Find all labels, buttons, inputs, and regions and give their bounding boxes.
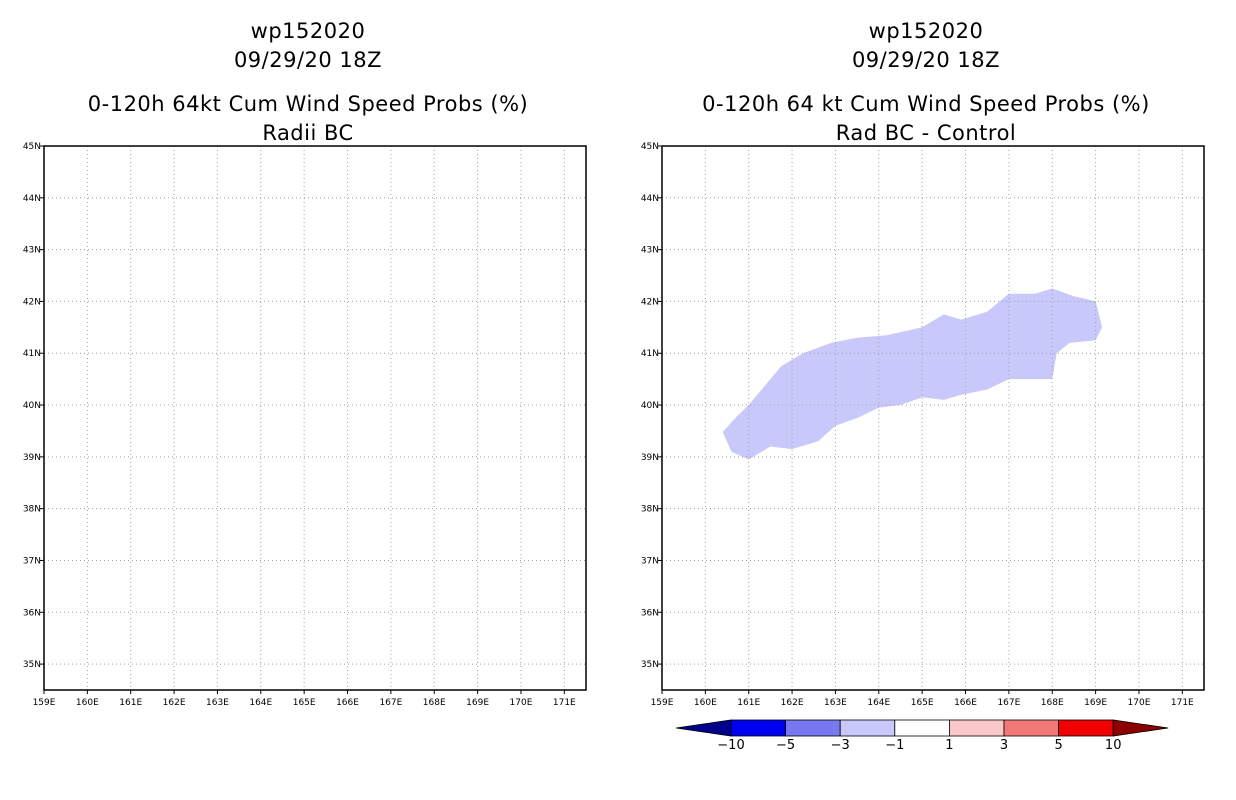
- right-product-title: 0-120h 64 kt Cum Wind Speed Probs (%): [702, 92, 1150, 116]
- plot-frame: [43, 145, 587, 691]
- colorbar-arrow-right: [1112, 719, 1169, 737]
- colorbar-segment: [1058, 719, 1114, 737]
- colorbar-label: 3: [1000, 738, 1008, 753]
- y-tick-label: 40N: [641, 401, 659, 411]
- colorbar-label: 5: [1054, 738, 1062, 753]
- y-tick-label: 42N: [641, 297, 659, 307]
- right-map-panel: 159E 160E 161E 162E 163E 164E 165E 166E 167E 168E…: [641, 142, 1205, 708]
- y-tick-label: 36N: [641, 608, 659, 618]
- right-datetime: 09/29/20 18Z: [851, 48, 1001, 72]
- y-tick-label: 41N: [23, 349, 41, 359]
- x-tick-label: 161E: [737, 698, 760, 708]
- colorbar-segment: [839, 719, 896, 737]
- colorbar-label: −3: [831, 738, 850, 753]
- y-tick-label: 38N: [641, 505, 659, 515]
- colorbar-segment: [785, 719, 841, 737]
- x-tick-label: 167E: [379, 698, 402, 708]
- y-tick-label: 36N: [23, 608, 41, 618]
- x-tick-label: 171E: [1171, 698, 1194, 708]
- x-tick-label: 159E: [651, 698, 674, 708]
- colorbar-segment: [949, 719, 1005, 737]
- y-tick-label: 40N: [23, 401, 41, 411]
- left-product-title: 0-120h 64kt Cum Wind Speed Probs (%): [87, 92, 529, 116]
- x-tick-label: 167E: [997, 698, 1020, 708]
- colorbar-label: 1: [945, 738, 953, 753]
- x-tick-label: 162E: [163, 698, 186, 708]
- colorbar-segment: [730, 719, 786, 737]
- right-subtitle: Rad BC - Control: [835, 121, 1017, 145]
- colorbar-label: 10: [1105, 738, 1122, 753]
- colorbar-label: −10: [717, 738, 744, 753]
- colorbar-segment: [1003, 719, 1059, 737]
- colorbar: −10 −5 −3 −1 1 3 5 10: [675, 719, 1169, 753]
- y-tick-label: 45N: [23, 142, 41, 152]
- x-tick-label: 166E: [336, 698, 359, 708]
- x-tick-label: 160E: [694, 698, 717, 708]
- left-storm-id: wp152020: [250, 19, 366, 43]
- x-tick-label: 160E: [76, 698, 99, 708]
- x-tick-label: 165E: [293, 698, 316, 708]
- x-tick-label: 168E: [423, 698, 446, 708]
- y-tick-label: 37N: [23, 556, 41, 566]
- y-tick-label: 44N: [641, 194, 659, 204]
- y-tick-label: 42N: [23, 297, 41, 307]
- x-tick-label: 169E: [466, 698, 489, 708]
- left-panel-title-block: wp152020 09/29/20 18Z 0-120h 64kt Cum Wi…: [20, 17, 596, 148]
- right-panel-title-block: wp152020 09/29/20 18Z 0-120h 64 kt Cum W…: [638, 17, 1214, 148]
- x-tick-label: 164E: [867, 698, 890, 708]
- x-tick-label: 170E: [1128, 698, 1151, 708]
- y-tick-label: 45N: [641, 142, 659, 152]
- x-tick-label: 171E: [553, 698, 576, 708]
- right-storm-id: wp152020: [868, 19, 984, 43]
- x-tick-label: 166E: [954, 698, 977, 708]
- x-tick-label: 163E: [206, 698, 229, 708]
- y-tick-label: 35N: [641, 660, 659, 670]
- x-tick-label: 159E: [33, 698, 56, 708]
- x-tick-label: 162E: [781, 698, 804, 708]
- probability-region-0: [722, 288, 1103, 460]
- y-tick-label: 43N: [23, 246, 41, 256]
- y-tick-label: 39N: [641, 453, 659, 463]
- x-tick-label: 170E: [510, 698, 533, 708]
- y-tick-label: 38N: [23, 505, 41, 515]
- plot-frame: [661, 145, 1205, 691]
- y-tick-label: 35N: [23, 660, 41, 670]
- colorbar-arrow-left: [675, 719, 732, 737]
- x-tick-label: 168E: [1041, 698, 1064, 708]
- left-map-panel: 159E 160E 161E 162E 163E 164E 165E 166E 167E 168E…: [23, 142, 587, 708]
- x-tick-label: 164E: [249, 698, 272, 708]
- left-subtitle: Radii BC: [262, 121, 354, 145]
- colorbar-label: −1: [885, 738, 904, 753]
- y-tick-label: 44N: [23, 194, 41, 204]
- y-tick-label: 39N: [23, 453, 41, 463]
- y-tick-label: 41N: [641, 349, 659, 359]
- x-tick-label: 165E: [911, 698, 934, 708]
- left-datetime: 09/29/20 18Z: [233, 48, 383, 72]
- colorbar-label: −5: [776, 738, 795, 753]
- x-tick-label: 163E: [824, 698, 847, 708]
- x-tick-label: 169E: [1084, 698, 1107, 708]
- colorbar-segment: [894, 719, 950, 737]
- y-tick-label: 43N: [641, 246, 659, 256]
- x-tick-label: 161E: [119, 698, 142, 708]
- y-tick-label: 37N: [641, 556, 659, 566]
